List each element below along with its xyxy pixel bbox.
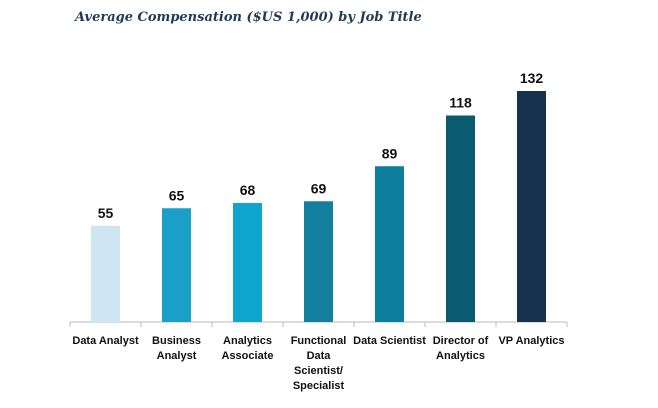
bar xyxy=(233,203,262,322)
category-label-line: Specialist xyxy=(293,380,345,392)
category-label-line: Business xyxy=(152,335,201,347)
category-label: Data Analyst xyxy=(72,335,139,347)
category-label: Functional Data Scientist/Specialist xyxy=(291,335,347,392)
bar xyxy=(375,166,404,322)
data-label: 55 xyxy=(98,205,114,221)
category-label-line: Associate xyxy=(222,350,274,362)
category-label-line: Data Analyst xyxy=(72,335,139,347)
category-label: VP Analytics xyxy=(498,335,564,347)
category-label-line: Director of xyxy=(433,335,489,347)
category-label: Analytics Associate xyxy=(222,335,274,362)
category-label: Data Scientist xyxy=(353,335,426,347)
bar xyxy=(517,91,546,322)
data-label: 65 xyxy=(169,187,185,203)
category-label-line: Functional xyxy=(291,335,347,347)
category-label: Director of Analytics xyxy=(433,335,489,362)
category-label-line: Analytics xyxy=(223,335,272,347)
category-label-line: VP Analytics xyxy=(498,335,564,347)
category-label-line: Data xyxy=(307,350,332,362)
data-label: 132 xyxy=(520,70,544,86)
data-label: 118 xyxy=(449,95,472,111)
category-label-line: Data Scientist xyxy=(353,335,426,347)
data-label: 68 xyxy=(240,182,256,198)
bar xyxy=(446,115,475,322)
bar xyxy=(304,201,333,322)
bar xyxy=(162,208,191,322)
chart-title: Average Compensation ($US 1,000) by Job … xyxy=(75,10,422,25)
data-label: 89 xyxy=(382,145,398,161)
category-label-line: Analyst xyxy=(157,350,197,362)
category-label-line: Scientist/ xyxy=(294,365,343,377)
category-label: Business Analyst xyxy=(152,335,201,362)
category-label-line: Analytics xyxy=(436,350,485,362)
bar xyxy=(91,225,120,322)
data-label: 69 xyxy=(311,180,327,196)
